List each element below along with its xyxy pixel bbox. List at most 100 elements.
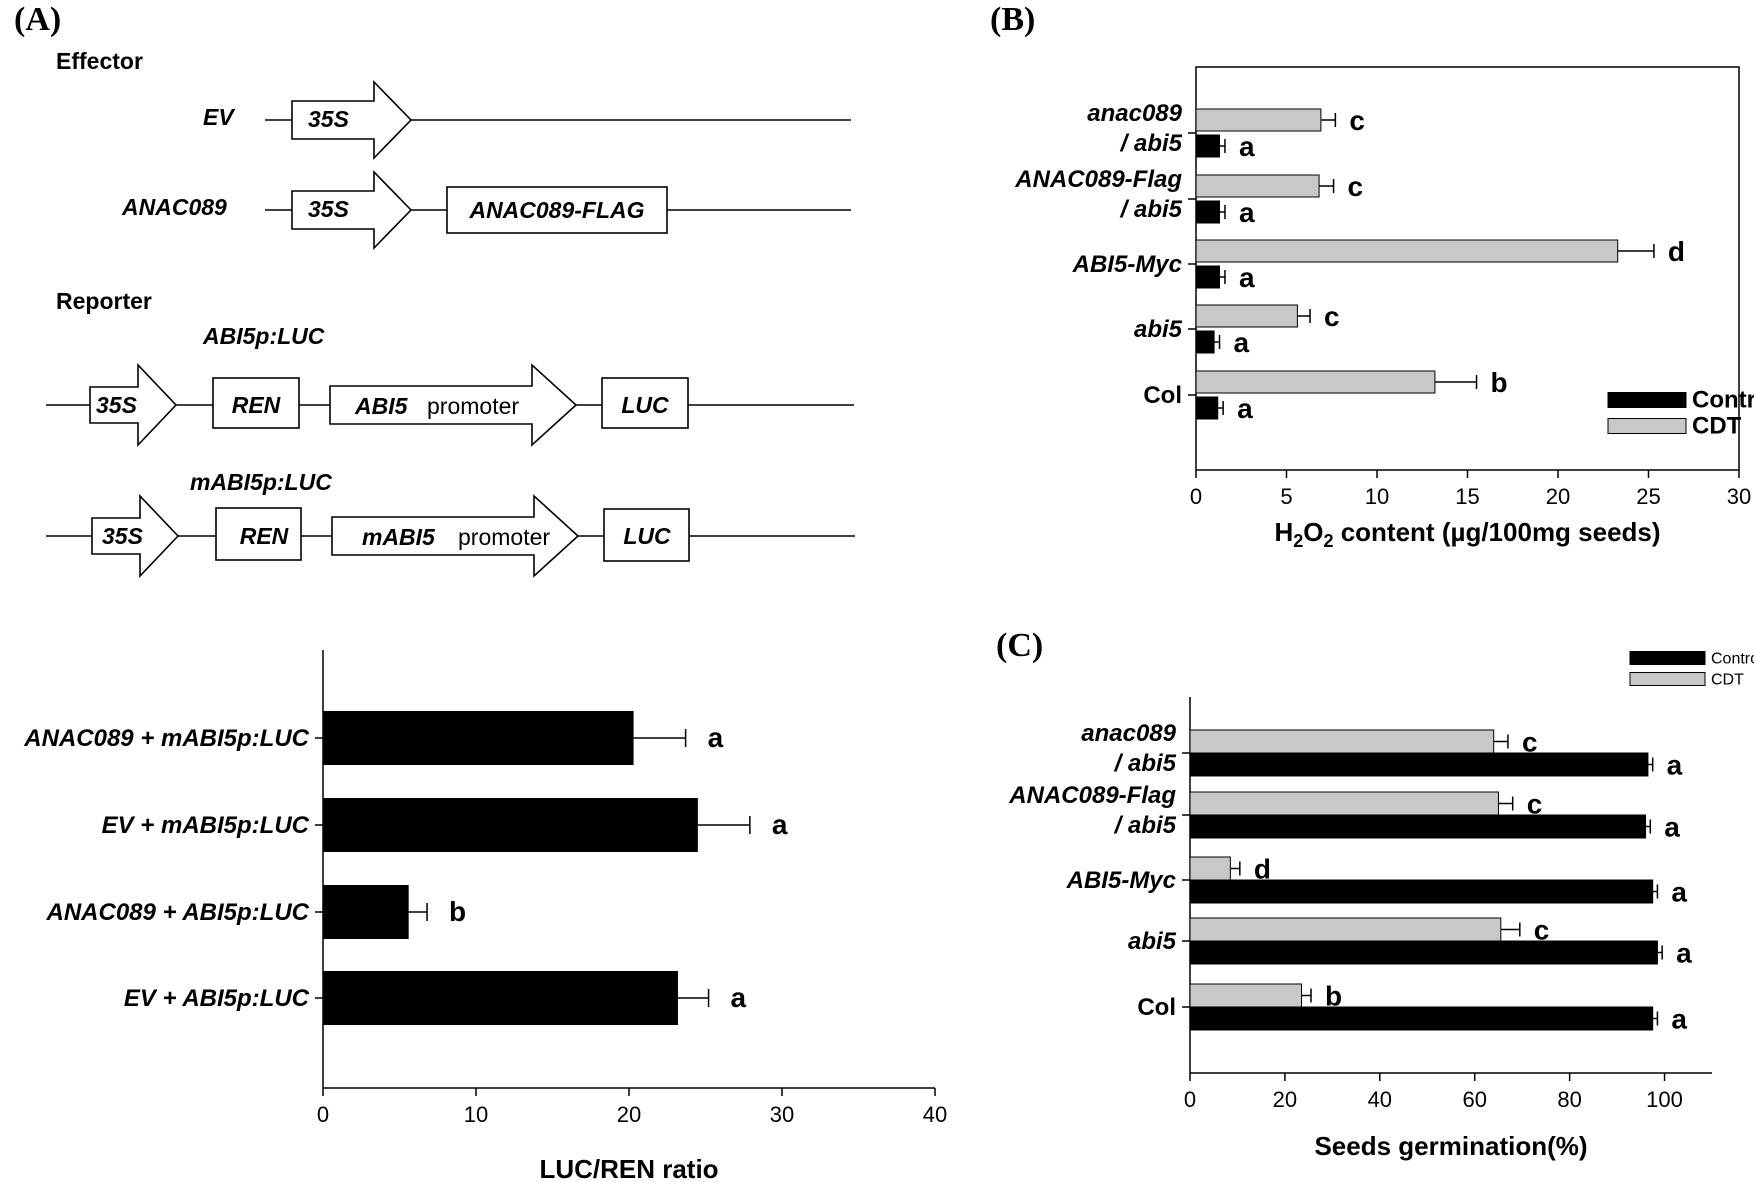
anac089-effector-label: ANAC089 — [121, 194, 227, 220]
panel-b-label: (B) — [990, 1, 1035, 38]
category-label-anac089-abi5p-luc: ANAC089 + ABI5p:LUC — [46, 899, 310, 926]
x-axis-title-part: H — [1274, 517, 1293, 547]
bar-cdt-col — [1195, 370, 1436, 394]
category-label-abi5-line1: abi5 — [1134, 316, 1183, 343]
legend-swatch-cdt — [1607, 418, 1687, 434]
significance-letter: a — [1664, 812, 1680, 843]
bar-control-anac089-abi5 — [1195, 134, 1221, 158]
bar-ev-mabi5p-luc — [323, 798, 698, 852]
abi5-promoter-arrow — [329, 363, 578, 447]
mabi5-promoter-gene: mABI5 — [362, 524, 436, 550]
x-tick-label: 30 — [1727, 484, 1751, 509]
x-tick-label: 20 — [1273, 1087, 1297, 1112]
abi5-luc-label: LUC — [621, 392, 669, 418]
bar-anac089-mabi5p-luc — [323, 711, 634, 765]
bar-control-abi5-myc — [1189, 879, 1654, 904]
x-axis-title-subscript: 2 — [1323, 531, 1333, 551]
category-label-abi5-myc-line1: ABI5-Myc — [1066, 867, 1176, 894]
construct-diagram: Effector EV 35S ANAC089 35S ANAC089-FLAG… — [46, 48, 855, 579]
legend-label-control: Control — [1711, 651, 1754, 668]
x-tick-label: 100 — [1646, 1087, 1683, 1112]
category-label-col-line1: Col — [1137, 994, 1176, 1021]
x-tick-label: 10 — [464, 1102, 488, 1127]
x-tick-label: 15 — [1455, 484, 1479, 509]
bar-control-abi5-myc — [1195, 265, 1221, 289]
bar-cdt-abi5 — [1195, 304, 1298, 328]
significance-letter: c — [1349, 105, 1365, 136]
panel-a-label: (A) — [14, 1, 61, 38]
category-label-anac089-abi5-line2: / abi5 — [1114, 750, 1177, 777]
legend-swatch-control — [1607, 392, 1687, 408]
mabi5p-luc-construct: mABI5p:LUC 35S REN mABI5 promoter LUC — [46, 469, 855, 579]
ev-35s-label: 35S — [308, 106, 350, 132]
abi5-promoter-word: promoter — [427, 393, 519, 419]
significance-letter: a — [1667, 750, 1683, 781]
x-tick-label: 10 — [1365, 484, 1389, 509]
abi5-35s-arrow — [89, 362, 178, 448]
category-label-col-line1: Col — [1143, 382, 1182, 409]
significance-letter: a — [1676, 938, 1692, 969]
significance-letter: a — [1239, 197, 1255, 228]
bar-cdt-col — [1189, 983, 1303, 1008]
significance-letter: a — [1671, 1004, 1687, 1035]
x-tick-label: 60 — [1462, 1087, 1486, 1112]
abi5-promoter-gene: ABI5 — [354, 393, 409, 419]
abi5-ren-label: REN — [232, 392, 281, 418]
category-label-anac089-flag-abi5-line1: ANAC089-Flag — [1014, 166, 1182, 193]
bar-control-col — [1195, 396, 1219, 420]
significance-letter: b — [1325, 981, 1342, 1012]
abi5p-luc-title: ABI5p:LUC — [202, 323, 325, 349]
legend-label-control: Control — [1692, 387, 1754, 414]
significance-letter: a — [1671, 877, 1687, 908]
x-axis-title-part: O — [1303, 517, 1323, 547]
category-label-anac089-flag-abi5-line1: ANAC089-Flag — [1008, 782, 1176, 809]
significance-letter: b — [1491, 367, 1508, 398]
bar-cdt-anac089-abi5 — [1195, 108, 1322, 132]
abi5-luc-box — [601, 377, 689, 429]
mabi5-luc-box — [603, 508, 690, 562]
significance-letter: a — [1239, 262, 1255, 293]
significance-letter: c — [1324, 301, 1340, 332]
x-axis-title: Seeds germination(%) — [1314, 1131, 1587, 1161]
x-tick-label: 20 — [1546, 484, 1570, 509]
category-label-anac089-flag-abi5-line2: / abi5 — [1120, 196, 1183, 223]
abi5-35s-label: 35S — [96, 392, 138, 418]
anac-flag-box — [446, 186, 668, 234]
x-tick-label: 0 — [1190, 484, 1202, 509]
germination-chart: 0 20 40 60 80 100 anac089 / abi5 c a ANAC089-Flag /… — [1008, 651, 1754, 1161]
bar-anac089-abi5p-luc — [323, 885, 409, 939]
x-tick-label: 80 — [1557, 1087, 1581, 1112]
category-label-abi5-myc-line1: ABI5-Myc — [1072, 251, 1182, 278]
anac089-construct: ANAC089 35S ANAC089-FLAG — [121, 170, 851, 250]
category-label-ev-abi5p-luc: EV + ABI5p:LUC — [124, 985, 310, 1012]
significance-letter: c — [1527, 789, 1543, 820]
h2o2-chart: 0 5 10 15 20 25 30 anac089 / abi5 c a ANAC089-Flag /… — [1014, 66, 1754, 551]
category-label-anac089-flag-abi5-line2: / abi5 — [1114, 812, 1177, 839]
bar-control-anac089-flag-abi5 — [1189, 814, 1647, 839]
significance-letter: d — [1254, 854, 1271, 885]
legend-swatch-control — [1629, 651, 1706, 665]
legend-swatch-cdt — [1629, 672, 1706, 686]
mabi5p-luc-title: mABI5p:LUC — [190, 469, 332, 495]
significance-letter: a — [772, 809, 788, 840]
category-label-ev-mabi5p-luc: EV + mABI5p:LUC — [102, 812, 310, 839]
anac-35s-arrow — [291, 170, 413, 250]
x-tick-label: 25 — [1636, 484, 1660, 509]
significance-letter: a — [731, 982, 747, 1013]
x-tick-label: 0 — [1184, 1087, 1196, 1112]
category-label-abi5-line1: abi5 — [1128, 928, 1177, 955]
significance-letter: a — [1237, 393, 1253, 424]
significance-letter: c — [1534, 915, 1550, 946]
ev-label: EV — [203, 104, 235, 130]
bar-cdt-abi5-myc — [1195, 239, 1619, 263]
bar-control-anac089-flag-abi5 — [1195, 200, 1221, 224]
x-axis-title: LUC/REN ratio — [539, 1154, 718, 1182]
mabi5-35s-label: 35S — [102, 523, 144, 549]
abi5p-luc-construct: ABI5p:LUC 35S REN ABI5 promoter LUC — [46, 323, 854, 448]
category-label-anac089-abi5-line1: anac089 — [1087, 100, 1182, 127]
bar-cdt-anac089-flag-abi5 — [1195, 174, 1320, 198]
mabi5-luc-label: LUC — [623, 523, 671, 549]
ev-construct: EV 35S — [203, 80, 851, 160]
x-tick-label: 0 — [317, 1102, 329, 1127]
